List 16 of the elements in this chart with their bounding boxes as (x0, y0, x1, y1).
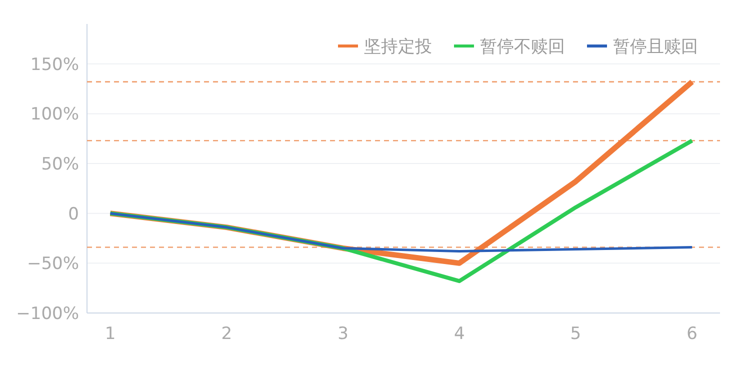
y-tick-label: 50% (41, 154, 79, 174)
line-series (109, 212, 694, 252)
y-tick-label: −100% (16, 304, 79, 324)
legend-label: 暂停且赎回 (613, 37, 698, 57)
x-tick-label: 6 (686, 324, 698, 344)
y-tick-label: 100% (30, 104, 79, 125)
y-tick-label: 150% (30, 54, 79, 75)
y-tick-label: −50% (26, 254, 79, 274)
x-tick-label: 3 (338, 324, 348, 344)
legend-label: 坚持定投 (364, 37, 432, 57)
x-tick-label: 4 (454, 324, 465, 344)
x-tick-label: 2 (221, 324, 232, 344)
y-tick-label: 0 (68, 204, 79, 224)
x-tick-label: 5 (570, 324, 582, 344)
legend-label: 暂停不赎回 (480, 37, 565, 57)
x-tick-label: 1 (104, 324, 116, 344)
